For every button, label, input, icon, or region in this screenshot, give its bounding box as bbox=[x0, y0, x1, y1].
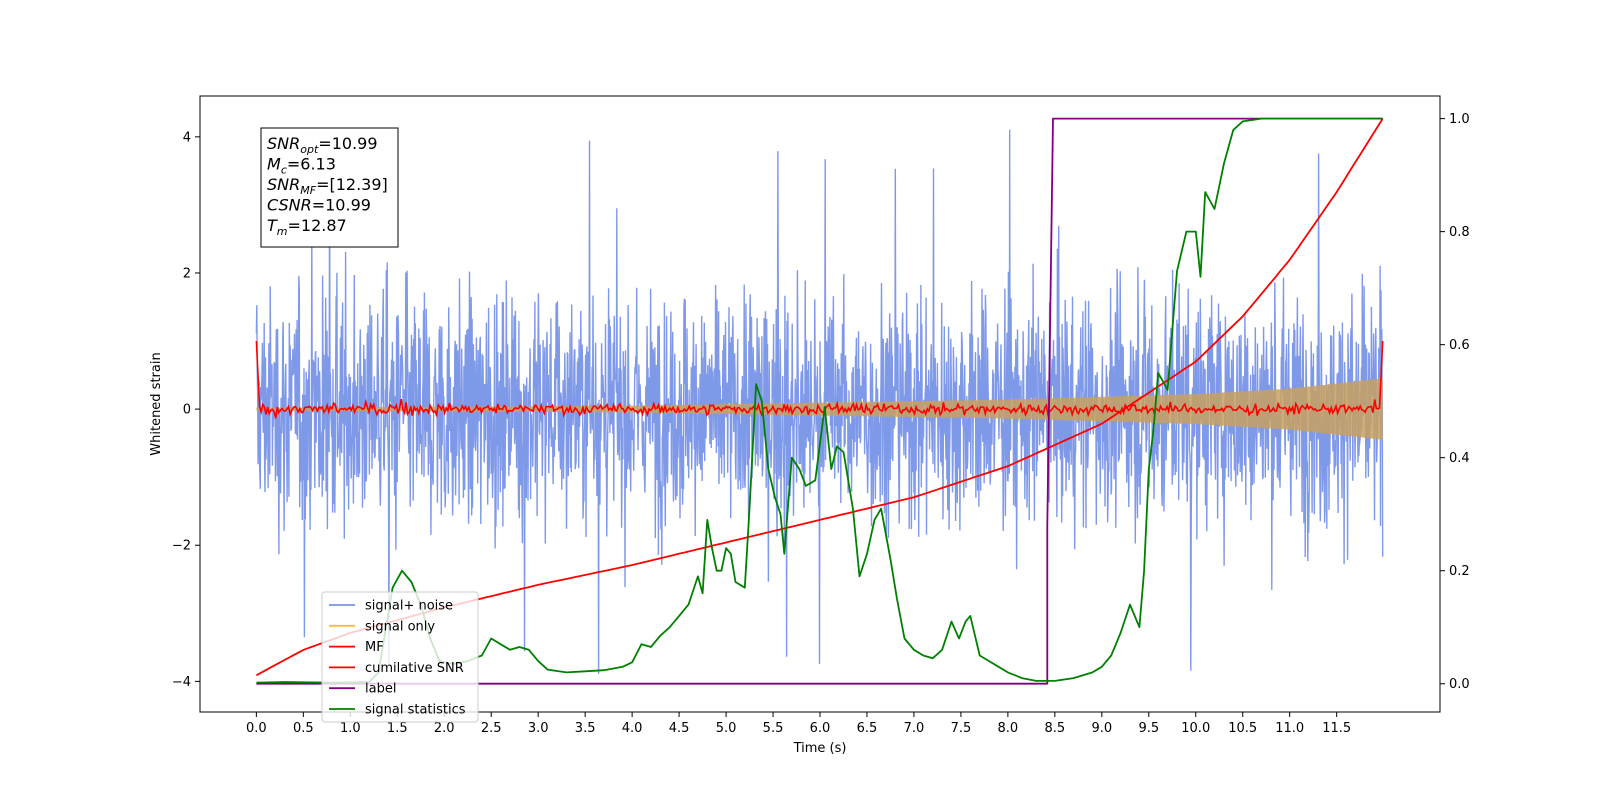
x-tick-label: 8.0 bbox=[998, 721, 1019, 736]
x-tick-label: 3.5 bbox=[575, 721, 596, 736]
x-tick-label: 5.5 bbox=[763, 721, 784, 736]
axes: 0.0 0.5 1.0 1.5 2.0 2.5 3.0 3.5 4.0 4.5 5.0 5.5 6.0 6… bbox=[172, 112, 1470, 736]
y2-tick-label: 0.8 bbox=[1449, 225, 1470, 240]
y2-tick-label: 0.2 bbox=[1449, 564, 1470, 579]
y2-tick-label: 0.4 bbox=[1449, 451, 1470, 466]
x-tick-label: 6.5 bbox=[857, 721, 878, 736]
annotation-line: SNRopt=10.99 bbox=[267, 134, 378, 156]
y-tick-label: −4 bbox=[172, 675, 191, 690]
x-axis-label: Time (s) bbox=[793, 741, 847, 756]
annotation-line: SNRMF=[12.39] bbox=[267, 175, 388, 197]
x-tick-label: 0.0 bbox=[246, 721, 267, 736]
x-tick-label: 6.0 bbox=[810, 721, 831, 736]
x-tick-label: 4.0 bbox=[622, 721, 643, 736]
x-tick-label: 7.5 bbox=[951, 721, 972, 736]
legend-frame bbox=[321, 591, 479, 723]
annotation-frame bbox=[260, 127, 399, 248]
y2-tick-label: 0.6 bbox=[1449, 338, 1470, 353]
x-tick-label: 1.5 bbox=[387, 721, 408, 736]
y-tick-label: 2 bbox=[183, 266, 191, 281]
x-tick-label: 5.0 bbox=[716, 721, 737, 736]
y-tick-label: −2 bbox=[172, 539, 191, 554]
y-tick-label: 0 bbox=[183, 403, 191, 418]
annotation-line: Tm=12.87 bbox=[267, 216, 347, 238]
x-tick-label: 10.0 bbox=[1181, 721, 1210, 736]
y-axis-label: Whitened strain bbox=[149, 352, 164, 455]
x-tick-label: 2.0 bbox=[434, 721, 455, 736]
x-tick-label: 2.5 bbox=[481, 721, 502, 736]
x-tick-label: 11.5 bbox=[1322, 721, 1351, 736]
x-tick-label: 9.5 bbox=[1138, 721, 1159, 736]
y-tick-label: 4 bbox=[183, 130, 191, 145]
legend-label: signal only bbox=[365, 619, 435, 634]
x-tick-label: 10.5 bbox=[1228, 721, 1257, 736]
series-mf bbox=[255, 340, 1384, 419]
y2-tick-label: 1.0 bbox=[1449, 112, 1470, 127]
x-tick-label: 8.5 bbox=[1045, 721, 1066, 736]
x-tick-label: 0.5 bbox=[293, 721, 314, 736]
series-signal-statistics bbox=[256, 117, 1383, 684]
annotation-box: SNRopt=10.99Mc=6.13SNRMF=[12.39]CSNR=10.… bbox=[260, 127, 399, 248]
legend-label: label bbox=[365, 682, 396, 697]
legend-label: signal+ noise bbox=[365, 599, 453, 614]
x-tick-label: 9.0 bbox=[1091, 721, 1112, 736]
legend: signal+ noise signal only MF cumilative SNR… bbox=[321, 591, 479, 723]
x-tick-label: 7.0 bbox=[904, 721, 925, 736]
series-label bbox=[256, 117, 1383, 685]
x-tick-label: 4.5 bbox=[669, 721, 690, 736]
x-tick-label: 11.0 bbox=[1275, 721, 1304, 736]
x-tick-label: 3.0 bbox=[528, 721, 549, 736]
annotation-line: Mc=6.13 bbox=[267, 155, 336, 177]
y2-tick-label: 0.0 bbox=[1449, 677, 1470, 692]
legend-label: MF bbox=[365, 640, 384, 655]
x-tick-label: 1.0 bbox=[340, 721, 361, 736]
annotation-line: CSNR=10.99 bbox=[267, 196, 371, 215]
legend-label: signal statistics bbox=[365, 703, 466, 718]
legend-label: cumilative SNR bbox=[365, 661, 464, 676]
